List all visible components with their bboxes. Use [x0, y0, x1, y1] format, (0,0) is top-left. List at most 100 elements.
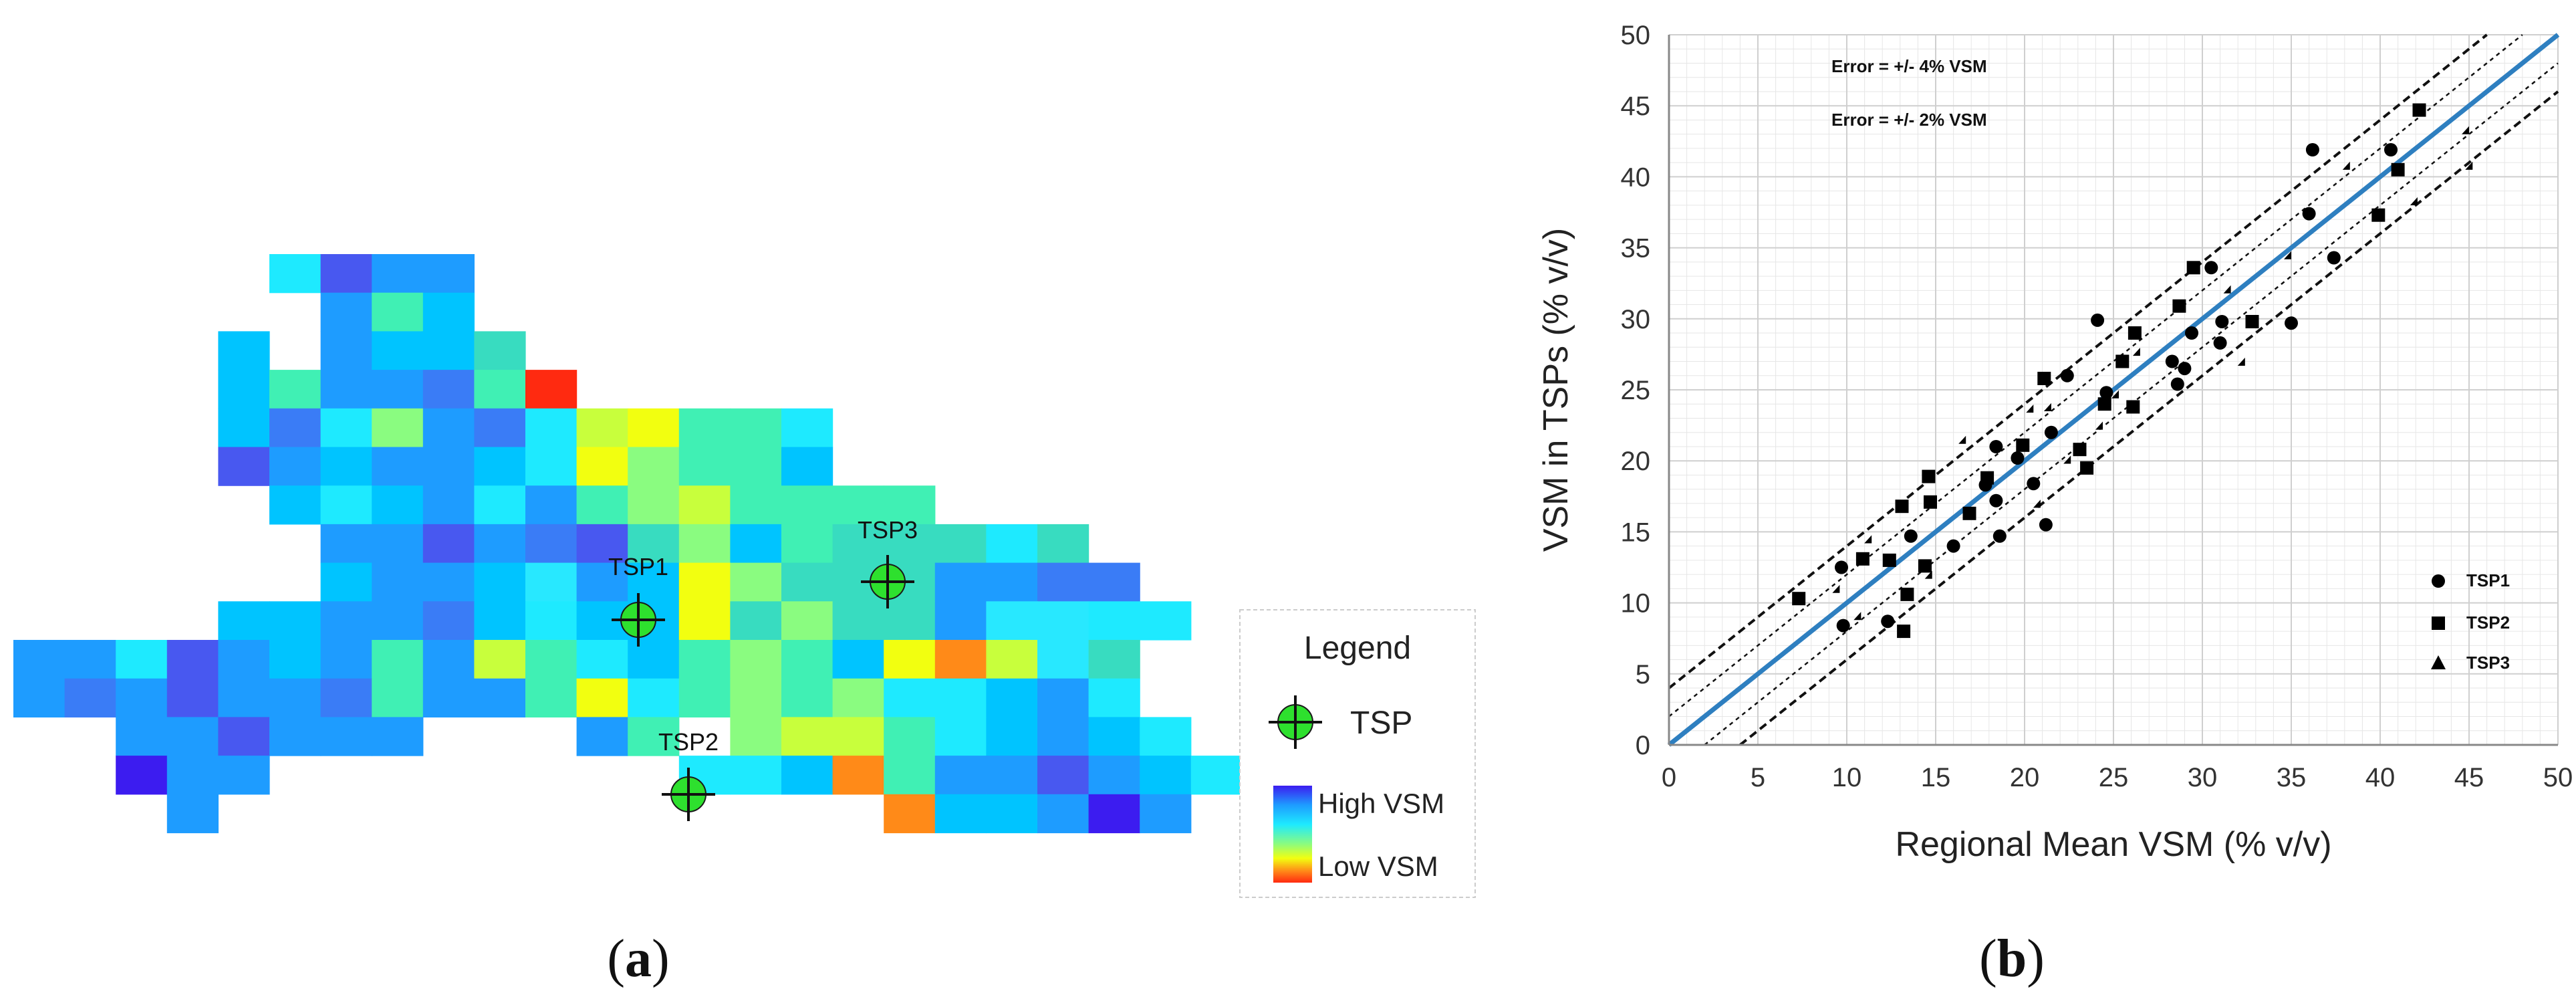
annotation-error-4: Error = +/- 4% VSM — [1831, 56, 1987, 76]
map-cell — [781, 756, 833, 795]
x-axis-label: Regional Mean VSM (% v/v) — [1895, 825, 2331, 864]
map-cell — [525, 601, 577, 641]
map-cell — [628, 678, 680, 717]
map-cell — [1140, 756, 1192, 795]
map-cell — [64, 640, 116, 679]
map-cell — [525, 524, 577, 564]
map-cell — [576, 408, 628, 448]
y-tick-label: 50 — [1621, 21, 1651, 50]
map-cell — [832, 756, 884, 795]
map-cell — [422, 292, 475, 332]
point-tsp3 — [2026, 405, 2034, 413]
map-cell — [64, 678, 116, 717]
panel-a-label: (a) — [607, 929, 669, 988]
map-cell — [320, 447, 372, 486]
map-cell — [372, 717, 424, 756]
x-tick-label: 25 — [2099, 763, 2129, 792]
map-cell — [1140, 794, 1192, 834]
map-cell — [884, 756, 936, 795]
y-tick-label: 35 — [1621, 234, 1651, 263]
map-cell — [525, 640, 577, 679]
point-tsp2 — [2126, 400, 2140, 414]
map-cell — [1088, 562, 1140, 602]
map-cell — [730, 562, 782, 602]
map-cell — [116, 678, 168, 717]
map-cell — [1088, 794, 1140, 834]
map-cell — [1037, 794, 1089, 834]
tsp-label-tsp2: TSP2 — [658, 728, 719, 756]
y-tick-label: 10 — [1621, 589, 1651, 619]
map-cell — [422, 485, 475, 525]
map-cell — [884, 485, 936, 525]
map-cell — [986, 640, 1038, 679]
tsp-label-tsp1: TSP1 — [608, 553, 668, 580]
point-tsp1 — [2170, 377, 2184, 391]
point-tsp1 — [1989, 440, 2003, 453]
map-cell — [1088, 601, 1140, 641]
map-cell — [116, 756, 168, 795]
map-cell — [372, 331, 424, 370]
point-tsp3 — [2237, 357, 2245, 366]
map-cell — [730, 756, 782, 795]
point-tsp3 — [2095, 421, 2103, 430]
map-cell — [474, 331, 526, 370]
map-cell — [269, 485, 321, 525]
map-cell — [576, 562, 628, 602]
point-tsp3 — [1924, 570, 1932, 579]
map-cell — [934, 640, 987, 679]
map-cell — [218, 447, 270, 486]
x-tick-label: 0 — [1662, 763, 1676, 792]
map-cell — [781, 717, 833, 756]
map-cell — [628, 640, 680, 679]
point-tsp1 — [1835, 560, 1848, 574]
map-cell — [372, 408, 424, 448]
map-cell — [320, 254, 372, 294]
map-cell — [320, 562, 372, 602]
map-cell — [934, 601, 987, 641]
map-cell — [1037, 562, 1089, 602]
x-tick-label: 10 — [1832, 763, 1862, 792]
map-cell — [628, 408, 680, 448]
map-cell — [320, 331, 372, 370]
map-cell — [884, 678, 936, 717]
scatter-chart: 00 5 5 10 10 15 15 20 20 25 25 30 30 35 35 40 40 45 45 50 50… — [1537, 21, 2573, 864]
map-cell — [372, 370, 424, 409]
map-cell — [628, 485, 680, 525]
point-tsp1 — [2204, 261, 2218, 275]
point-tsp1 — [2285, 316, 2298, 330]
y-tick-label: 15 — [1621, 518, 1651, 547]
point-tsp3 — [2462, 126, 2470, 134]
point-tsp3 — [1853, 612, 1861, 621]
map-cell — [781, 678, 833, 717]
map-cell — [678, 485, 731, 525]
map-cell — [576, 447, 628, 486]
map-cell — [422, 254, 475, 294]
map-cell — [422, 601, 475, 641]
map-cell — [1088, 640, 1140, 679]
map-cell — [422, 447, 475, 486]
map-cell — [218, 678, 270, 717]
point-tsp2 — [2391, 162, 2405, 177]
map-cell — [525, 447, 577, 486]
point-tsp2 — [2016, 438, 2030, 452]
point-tsp3 — [1864, 535, 1872, 544]
vsm-color-ramp — [1273, 786, 1312, 883]
map-cell — [474, 447, 526, 486]
map-cell — [218, 408, 270, 448]
map-cell — [1088, 756, 1140, 795]
point-tsp2 — [1924, 495, 1937, 509]
map-cell — [372, 254, 424, 294]
point-tsp1 — [1836, 619, 1850, 633]
map-cell — [678, 524, 731, 564]
panel-b-label: (b) — [1979, 929, 2045, 988]
map-cell — [628, 562, 680, 602]
map-cell — [781, 562, 833, 602]
map-cell — [832, 640, 884, 679]
map-cell — [166, 794, 219, 834]
map-cell — [525, 370, 577, 409]
map-cell — [320, 408, 372, 448]
legend-label-tsp3: TSP3 — [2466, 653, 2510, 673]
map-cell — [781, 524, 833, 564]
annotation-error-2: Error = +/- 2% VSM — [1831, 110, 1987, 130]
